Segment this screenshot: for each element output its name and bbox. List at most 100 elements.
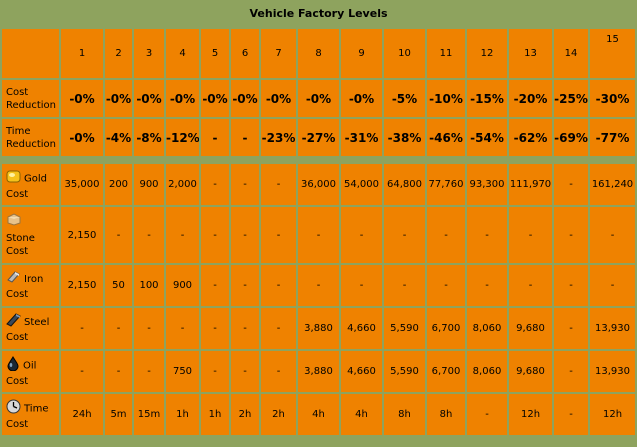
stone-cost-row: Stone Cost 2,150- - - - - - - - - - - - - - xyxy=(2,207,635,263)
value-cell: 12h xyxy=(590,394,635,435)
value-cell: -0% xyxy=(201,80,229,117)
value-cell: - xyxy=(554,164,588,205)
value-cell: -0% xyxy=(61,80,103,117)
level-header: 7 xyxy=(261,29,296,78)
value-cell: - xyxy=(201,119,229,156)
level-header: 13 xyxy=(509,29,552,78)
value-cell: -8% xyxy=(134,119,164,156)
row-label: Iron Cost xyxy=(2,265,59,306)
value-cell: - xyxy=(554,207,588,263)
value-cell: 8h xyxy=(427,394,465,435)
value-cell: - xyxy=(201,308,229,349)
clock-icon xyxy=(6,399,21,418)
value-cell: 24h xyxy=(61,394,103,435)
value-cell: -0% xyxy=(134,80,164,117)
level-header: 14 xyxy=(554,29,588,78)
iron-icon xyxy=(6,270,21,288)
time-reduction-row: Time Reduction -0% -4% -8% -12% - - -23% -27% -31… xyxy=(2,119,635,156)
value-cell: - xyxy=(554,308,588,349)
row-label: Gold Cost xyxy=(2,164,59,205)
value-cell: - xyxy=(134,351,164,392)
value-cell: 4h xyxy=(341,394,382,435)
level-header: 9 xyxy=(341,29,382,78)
value-cell: 9,680 xyxy=(509,351,552,392)
value-cell: - xyxy=(427,265,465,306)
value-cell: -0% xyxy=(61,119,103,156)
row-label: Time Cost xyxy=(2,394,59,435)
value-cell: 111,970 xyxy=(509,164,552,205)
value-cell: -0% xyxy=(105,80,132,117)
level-header: 6 xyxy=(231,29,259,78)
value-cell: - xyxy=(554,265,588,306)
value-cell: -62% xyxy=(509,119,552,156)
value-cell: 900 xyxy=(134,164,164,205)
level-header: 2 xyxy=(105,29,132,78)
levels-table: 1 2 3 4 5 6 7 8 9 10 11 12 13 14 15 Cost Reduction -0% -0… xyxy=(0,27,637,437)
value-cell: - xyxy=(467,394,507,435)
value-cell: 6,700 xyxy=(427,351,465,392)
value-cell: - xyxy=(231,265,259,306)
value-cell: -77% xyxy=(590,119,635,156)
value-cell: -54% xyxy=(467,119,507,156)
value-cell: -0% xyxy=(341,80,382,117)
row-label-text: Stone Cost xyxy=(6,232,35,257)
value-cell: 8h xyxy=(384,394,425,435)
value-cell: 77,760 xyxy=(427,164,465,205)
value-cell: - xyxy=(261,164,296,205)
stone-icon xyxy=(6,212,56,230)
value-cell: 12h xyxy=(509,394,552,435)
value-cell: - xyxy=(105,351,132,392)
value-cell: 1h xyxy=(166,394,199,435)
value-cell: 15m xyxy=(134,394,164,435)
value-cell: - xyxy=(298,265,339,306)
separator xyxy=(2,158,635,162)
value-cell: - xyxy=(467,265,507,306)
value-cell: 93,300 xyxy=(467,164,507,205)
value-cell: 2,000 xyxy=(166,164,199,205)
value-cell: -12% xyxy=(166,119,199,156)
value-cell: - xyxy=(134,308,164,349)
steel-cost-row: Steel Cost - - - - - - -3,880 4,660 5,590 6,700 8,06… xyxy=(2,308,635,349)
level-header: 5 xyxy=(201,29,229,78)
value-cell: 8,060 xyxy=(467,308,507,349)
value-cell: 200 xyxy=(105,164,132,205)
value-cell: -23% xyxy=(261,119,296,156)
value-cell: - xyxy=(201,265,229,306)
row-label-text: Steel Cost xyxy=(6,317,50,343)
value-cell: - xyxy=(427,207,465,263)
value-cell: - xyxy=(201,164,229,205)
level-header: 8 xyxy=(298,29,339,78)
value-cell: 750 xyxy=(166,351,199,392)
gold-cost-row: Gold Cost 35,000 200 900 2,000- - -36,000 54,000… xyxy=(2,164,635,205)
value-cell: 4,660 xyxy=(341,351,382,392)
value-cell: 36,000 xyxy=(298,164,339,205)
value-cell: - xyxy=(166,207,199,263)
cost-reduction-row: Cost Reduction -0% -0% -0% -0% -0% -0% -0% -0% -0… xyxy=(2,80,635,117)
value-cell: 900 xyxy=(166,265,199,306)
value-cell: - xyxy=(554,351,588,392)
value-cell: - xyxy=(231,351,259,392)
value-cell: -27% xyxy=(298,119,339,156)
value-cell: - xyxy=(231,164,259,205)
value-cell: - xyxy=(231,207,259,263)
value-cell: -20% xyxy=(509,80,552,117)
value-cell: - xyxy=(261,265,296,306)
row-label-text: Iron Cost xyxy=(6,274,44,300)
value-cell: - xyxy=(590,265,635,306)
page-title: Vehicle Factory Levels xyxy=(249,7,388,20)
value-cell: - xyxy=(341,207,382,263)
value-cell: - xyxy=(467,207,507,263)
value-cell: -25% xyxy=(554,80,588,117)
value-cell: -38% xyxy=(384,119,425,156)
value-cell: - xyxy=(341,265,382,306)
value-cell: - xyxy=(134,207,164,263)
value-cell: - xyxy=(166,308,199,349)
value-cell: -31% xyxy=(341,119,382,156)
value-cell: 54,000 xyxy=(341,164,382,205)
level-header: 11 xyxy=(427,29,465,78)
time-cost-row: Time Cost 24h 5m 15m 1h 1h 2h 2h 4h 4h 8h 8h -12h -12h xyxy=(2,394,635,435)
row-label: Steel Cost xyxy=(2,308,59,349)
value-cell: 1h xyxy=(201,394,229,435)
value-cell: -15% xyxy=(467,80,507,117)
